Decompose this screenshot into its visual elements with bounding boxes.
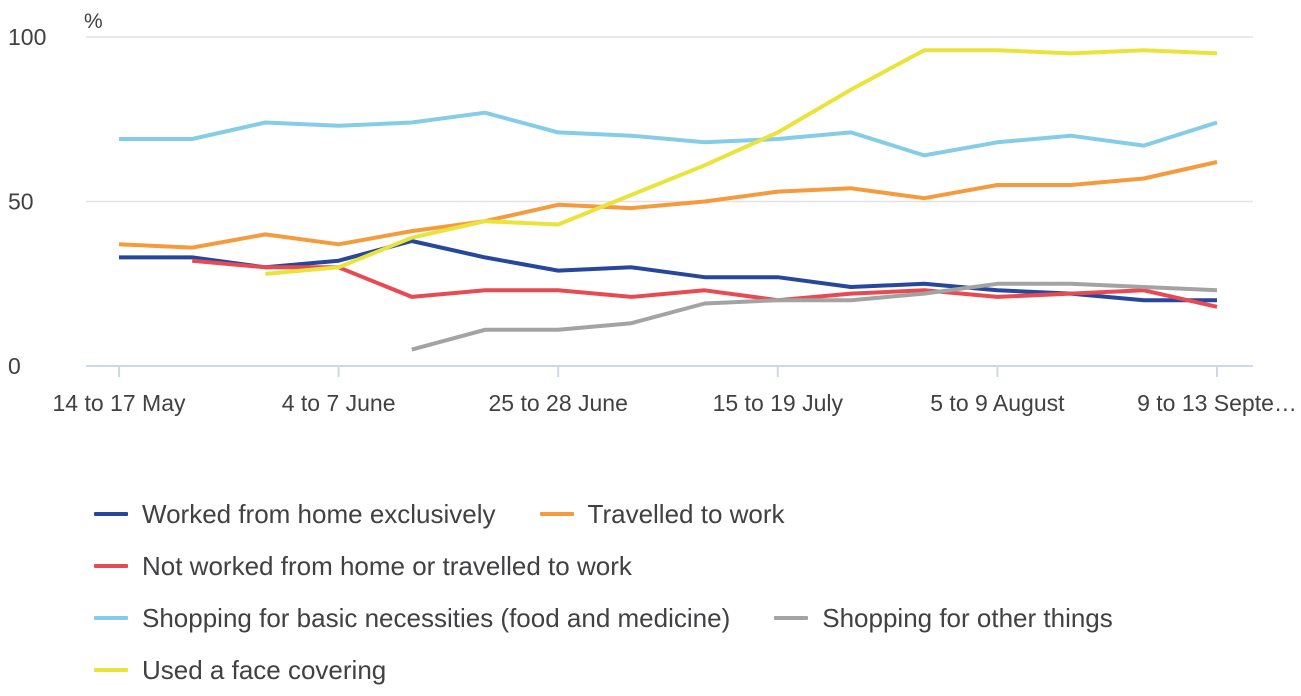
series-line-0 <box>119 239 1217 303</box>
x-tick-label: 25 to 28 June <box>488 390 627 416</box>
legend-swatch <box>539 512 574 516</box>
legend-swatch <box>94 564 128 568</box>
legend-row: Shopping for basic necessities (food and… <box>94 592 1284 644</box>
line-chart: 0 50 100% 14 to 17 May 4 to 7 June 25 to 28 J… <box>8 10 1297 416</box>
legend-label: Travelled to work <box>587 498 785 529</box>
legend-row: Used a face covering <box>94 644 1284 696</box>
legend-row: Worked from home exclusively Travelled to… <box>94 488 1284 540</box>
axis-labels: 0 50 100% 14 to 17 May 4 to 7 June 25 to 28 J… <box>8 10 1297 416</box>
gridlines <box>86 36 1253 203</box>
series-lines <box>118 48 1218 352</box>
x-tick-label: 15 to 19 July <box>713 390 844 416</box>
legend-swatch <box>94 668 128 672</box>
legend-row: Not worked from home or travelled to wor… <box>94 540 1284 592</box>
series-line-2 <box>192 258 1218 309</box>
legend-label: Shopping for basic necessities (food and… <box>142 602 731 633</box>
series-line-4 <box>411 281 1218 352</box>
series-line-5 <box>265 48 1218 276</box>
legend-swatch <box>94 512 128 516</box>
legend-item[interactable]: Shopping for other things <box>774 603 1113 634</box>
x-tick-label: 5 to 9 August <box>930 390 1065 416</box>
y-tick-label: 50 <box>8 189 34 215</box>
legend-item[interactable]: Used a face covering <box>94 655 386 686</box>
legend-label: Worked from home exclusively <box>142 498 496 529</box>
legend-label: Shopping for other things <box>822 602 1113 633</box>
series-line-1 <box>118 160 1218 250</box>
chart-legend: Worked from home exclusively Travelled to… <box>94 488 1284 696</box>
legend-item[interactable]: Shopping for basic necessities (food and… <box>94 603 730 634</box>
legend-item[interactable]: Travelled to work <box>539 498 785 530</box>
legend-swatch <box>774 616 809 620</box>
y-tick-label: 100 <box>8 24 46 50</box>
y-unit-label: % <box>84 10 103 33</box>
legend-swatch <box>94 616 128 620</box>
x-tick-label: 4 to 7 June <box>282 390 396 416</box>
y-tick-label: 0 <box>8 353 21 379</box>
legend-item[interactable]: Not worked from home or travelled to wor… <box>94 551 632 582</box>
x-tick-label: 9 to 13 Septe… <box>1137 390 1297 416</box>
x-tick-label: 14 to 17 May <box>53 390 186 416</box>
legend-label: Not worked from home or travelled to wor… <box>142 550 632 581</box>
series-line-3 <box>119 110 1218 158</box>
x-axis <box>86 365 1253 377</box>
legend-label: Used a face covering <box>142 654 387 685</box>
legend-item[interactable]: Worked from home exclusively <box>94 499 496 530</box>
